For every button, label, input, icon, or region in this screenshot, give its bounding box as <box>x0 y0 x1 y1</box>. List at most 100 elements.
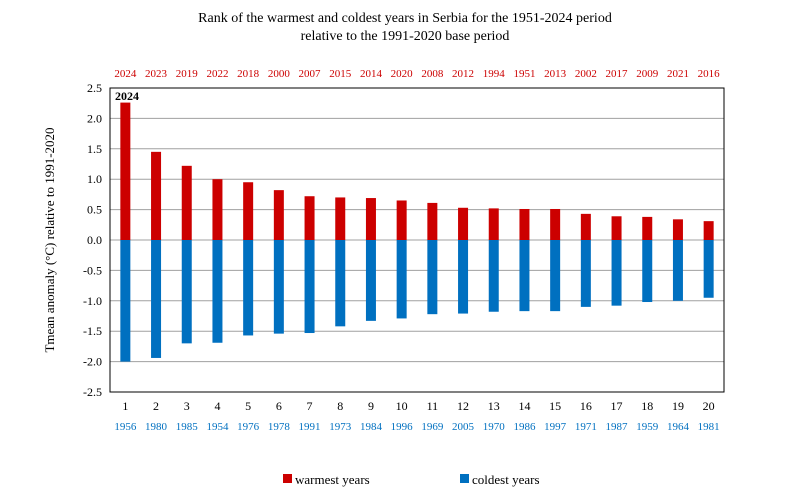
rank-label: 6 <box>276 399 282 413</box>
coldest-year-label: 1971 <box>575 421 597 433</box>
warmest-bar <box>550 208 561 240</box>
rank-label: 15 <box>549 399 561 413</box>
warmest-year-label: 2014 <box>360 68 383 80</box>
y-tick-labels: 2.5 2.0 1.5 1.0 0.5 0.0 -0.5 -1.0 -1.5 -2.0 -2.5 <box>83 81 102 399</box>
coldest-bar <box>611 240 622 306</box>
coldest-bar <box>120 240 131 362</box>
coldest-bar <box>427 240 438 315</box>
coldest-bar <box>519 240 530 312</box>
legend-coldest-label: coldest years <box>472 472 540 487</box>
coldest-year-label: 1981 <box>698 421 720 433</box>
warmest-bar <box>212 179 223 240</box>
coldest-year-label: 1986 <box>513 421 536 433</box>
rank-label: 9 <box>368 399 374 413</box>
warmest-bar <box>488 208 499 240</box>
warmest-year-label: 2000 <box>268 68 291 80</box>
y-tick-label: -2.0 <box>83 355 102 369</box>
warmest-bar <box>703 221 714 240</box>
warmest-bar <box>181 165 192 240</box>
warmest-bar <box>611 216 622 240</box>
rank-label: 8 <box>337 399 343 413</box>
coldest-bar <box>212 240 223 343</box>
warmest-bar <box>580 213 591 240</box>
coldest-year-label: 1956 <box>114 421 137 433</box>
rank-label: 18 <box>641 399 653 413</box>
warmest-bar <box>151 151 162 240</box>
warmest-year-label: 2023 <box>145 68 168 80</box>
warmest-year-label: 2024 <box>114 68 137 80</box>
coldest-year-label: 1969 <box>421 421 444 433</box>
coldest-bar <box>335 240 346 327</box>
y-tick-label: 0.5 <box>87 203 102 217</box>
chart-title-line1: Rank of the warmest and coldest years in… <box>198 11 612 26</box>
rank-label: 5 <box>245 399 251 413</box>
warmest-year-labels: 2024 2023 2019 2022 2018 2000 2007 2015 2014 2020… <box>114 68 720 80</box>
rank-label: 20 <box>703 399 715 413</box>
y-tick-label: -0.5 <box>83 263 102 277</box>
coldest-bar <box>580 240 591 307</box>
coldest-bar <box>181 240 192 344</box>
warmest-bar <box>642 216 653 240</box>
warmest-year-label: 2019 <box>176 68 199 80</box>
rank-label: 2 <box>153 399 159 413</box>
coldest-bar <box>672 240 683 301</box>
rank-label: 16 <box>580 399 592 413</box>
plot-frame <box>109 87 725 393</box>
coldest-year-label: 1985 <box>176 421 199 433</box>
warmest-bar <box>458 207 469 240</box>
warmest-year-label: 2007 <box>299 68 322 80</box>
warmest-year-label: 2015 <box>329 68 352 80</box>
gridlines <box>110 87 724 393</box>
warmest-bar <box>273 190 284 240</box>
warmest-year-label: 1951 <box>513 68 535 80</box>
warmest-bar <box>672 219 683 240</box>
warmest-year-label: 1994 <box>483 68 506 80</box>
y-axis-label: Tmean anomaly (°C) relative to 1991-2020 <box>42 127 57 352</box>
coldest-bar <box>304 240 315 334</box>
y-tick-label: 2.0 <box>87 111 102 125</box>
coldest-year-label: 1991 <box>299 421 321 433</box>
warmest-year-label: 2022 <box>206 68 228 80</box>
warmest-bar <box>396 200 407 240</box>
warmest-year-label: 2008 <box>421 68 444 80</box>
coldest-bar <box>703 240 714 298</box>
warmest-year-label: 2013 <box>544 68 567 80</box>
warmest-year-label: 2002 <box>575 68 597 80</box>
coldest-year-label: 1970 <box>483 421 506 433</box>
rank-labels: 1 2 3 4 5 6 7 8 9 10 11 12 13 14 15 16 17 18 19 20 <box>122 399 714 413</box>
coldest-bar <box>273 240 284 334</box>
coldest-year-label: 1996 <box>391 421 414 433</box>
rank-label: 10 <box>396 399 408 413</box>
coldest-bar <box>365 240 376 321</box>
coldest-year-label: 1976 <box>237 421 260 433</box>
rank-label: 12 <box>457 399 469 413</box>
y-tick-label: 2.5 <box>87 81 102 95</box>
coldest-bar <box>458 240 469 314</box>
legend-warmest-label: warmest years <box>295 472 370 487</box>
coldest-bar <box>243 240 254 336</box>
rank-label: 19 <box>672 399 684 413</box>
y-tick-label: -2.5 <box>83 385 102 399</box>
legend: warmest years coldest years <box>283 472 540 487</box>
chart-title-line2: relative to the 1991-2020 base period <box>301 29 510 44</box>
rank-label: 14 <box>518 399 530 413</box>
y-tick-label: 1.5 <box>87 142 102 156</box>
coldest-year-label: 1954 <box>206 421 229 433</box>
coldest-year-label: 1997 <box>544 421 567 433</box>
y-tick-label: -1.5 <box>83 324 102 338</box>
coldest-year-label: 1984 <box>360 421 383 433</box>
rank-label: 17 <box>611 399 623 413</box>
legend-coldest-swatch <box>460 474 469 483</box>
coldest-bar <box>396 240 407 319</box>
legend-warmest-swatch <box>283 474 292 483</box>
annotation-2024: 2024 <box>115 89 139 103</box>
rank-label: 7 <box>307 399 313 413</box>
y-tick-label: 0.0 <box>87 233 102 247</box>
y-tick-label: -1.0 <box>83 294 102 308</box>
warmest-year-label: 2020 <box>391 68 414 80</box>
rank-label: 3 <box>184 399 190 413</box>
coldest-year-label: 2005 <box>452 421 475 433</box>
y-tick-label: 1.0 <box>87 172 102 186</box>
warmest-bar <box>243 182 254 240</box>
warmest-year-label: 2016 <box>698 68 721 80</box>
